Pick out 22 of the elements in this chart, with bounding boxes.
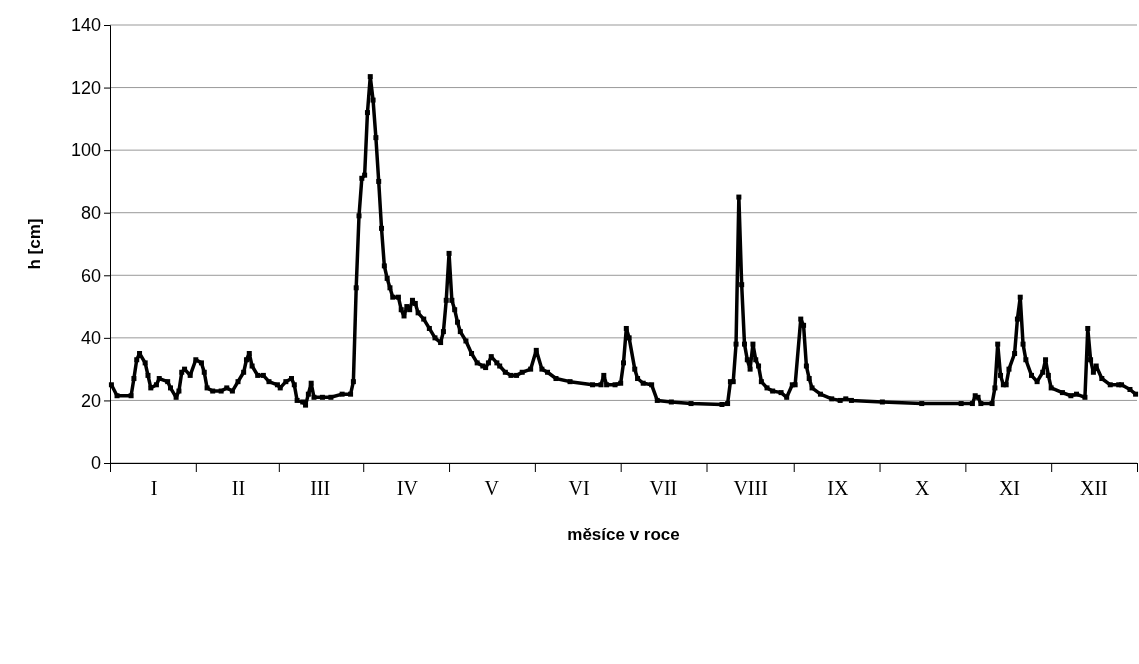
- y-axis-title: h [cm]: [25, 218, 44, 270]
- x-tick-label: XII: [1080, 477, 1108, 500]
- x-tick-label: VIII: [733, 477, 768, 500]
- x-tick-label: I: [150, 477, 158, 500]
- y-tick-label: 120: [70, 77, 101, 98]
- y-tick-label: 80: [80, 202, 101, 223]
- y-tick-label: 140: [70, 15, 101, 36]
- x-tick-label: V: [484, 477, 500, 500]
- y-tick-label: 60: [80, 265, 101, 286]
- y-tick-label: 20: [80, 390, 101, 411]
- x-tick-label: II: [231, 477, 246, 500]
- y-tick-label: 0: [90, 453, 101, 474]
- x-tick-label: III: [310, 477, 331, 500]
- x-tick-label: IV: [396, 477, 419, 500]
- y-tick-label: 40: [80, 328, 101, 349]
- x-tick-label: X: [915, 477, 931, 500]
- x-tick-label: XI: [998, 477, 1021, 500]
- x-axis-title: měsíce v roce: [567, 525, 680, 544]
- x-tick-label: IX: [827, 477, 849, 500]
- x-tick-label: VII: [649, 477, 678, 500]
- y-tick-label: 100: [70, 140, 101, 161]
- x-tick-label: VI: [568, 477, 590, 500]
